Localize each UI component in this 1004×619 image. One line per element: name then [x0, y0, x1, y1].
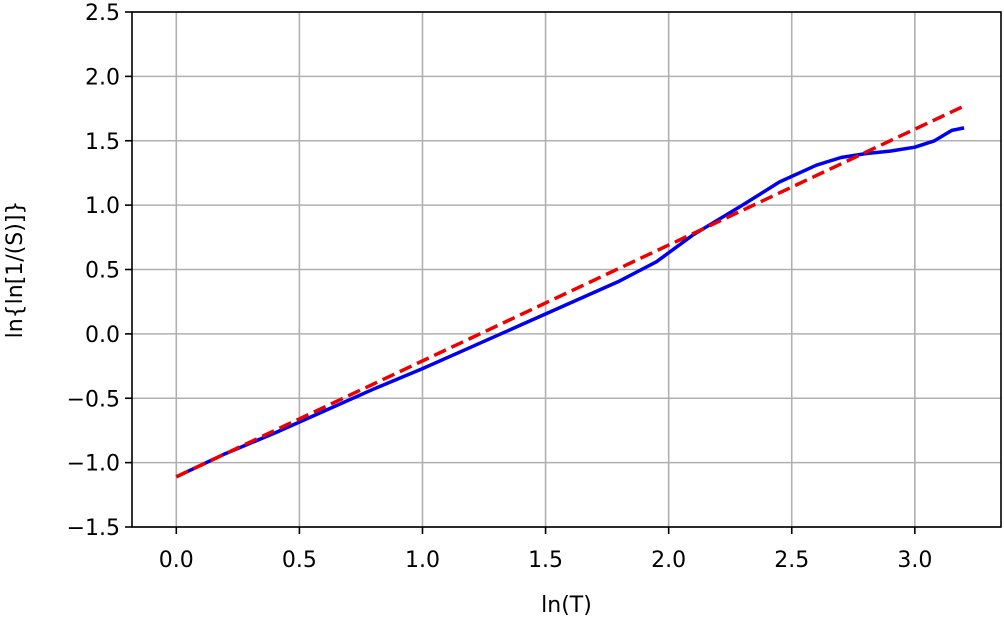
x-tick-label: 2.0	[651, 548, 686, 573]
y-axis-label: ln{ln[1/(S)]}	[3, 201, 28, 339]
x-tick-label: 0.0	[159, 548, 194, 573]
x-tick-label: 2.5	[774, 548, 809, 573]
grid-lines	[132, 11, 1001, 528]
y-tick-label: −0.5	[67, 387, 120, 412]
y-tick-label: −1.0	[67, 452, 120, 477]
y-tick-label: 0.5	[85, 259, 120, 284]
fit-line-dashed	[175, 104, 965, 479]
y-tick-label: 1.0	[85, 194, 120, 219]
y-tick-label: 2.5	[85, 1, 120, 26]
y-tick-label: 0.0	[85, 323, 120, 348]
x-tick-label: 1.5	[528, 548, 563, 573]
data-line-solid	[175, 126, 965, 479]
series-layer	[175, 104, 965, 479]
x-tick-label: 0.5	[282, 548, 317, 573]
y-axis-ticks: −1.5 −1.0 −0.5 0.0 0.5 1.0 1.5 2.0 2.5	[67, 1, 132, 541]
x-axis-ticks: 0.0 0.5 1.0 1.5 2.0 2.5 3.0	[159, 527, 932, 573]
y-tick-label: 1.5	[85, 130, 120, 155]
y-tick-label: 2.0	[85, 65, 120, 90]
x-tick-label: 3.0	[897, 548, 932, 573]
y-tick-label: −1.5	[67, 516, 120, 541]
x-tick-label: 1.0	[405, 548, 440, 573]
x-axis-label: ln(T)	[541, 593, 592, 618]
